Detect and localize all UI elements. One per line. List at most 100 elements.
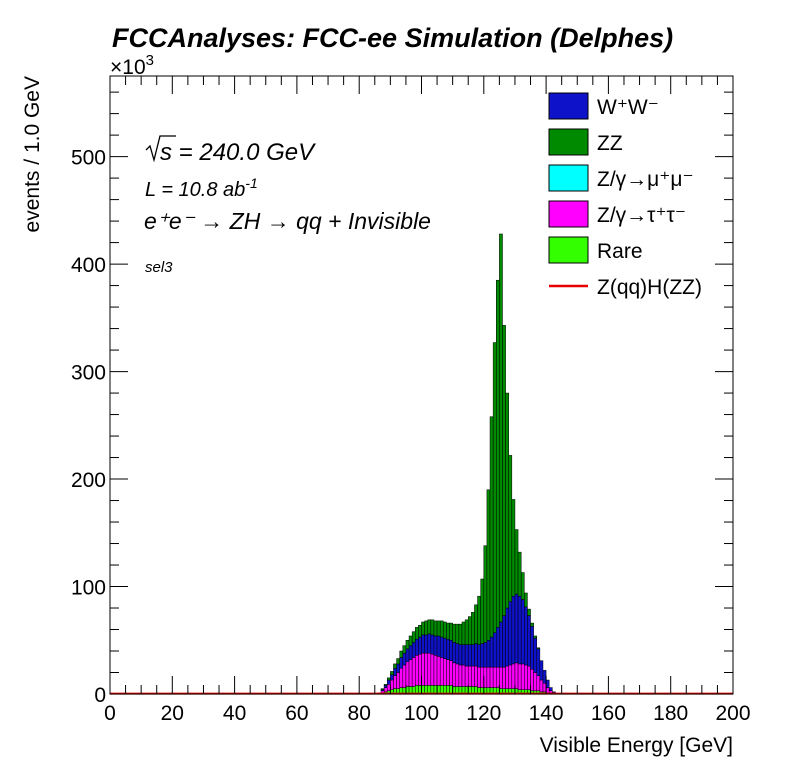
bin-ztautau <box>505 665 509 689</box>
bin-ztautau <box>486 666 491 688</box>
x-tick-label: 140 <box>529 702 564 725</box>
bin-ztautau <box>383 687 388 693</box>
y-multiplier-exponent: 3 <box>146 52 154 69</box>
bin-zz <box>496 279 500 628</box>
bin-zz <box>455 623 460 644</box>
bin-zz <box>471 612 475 645</box>
legend-swatch <box>548 92 589 120</box>
bin-zz <box>489 416 494 638</box>
bin-ww <box>514 593 519 664</box>
bin-ztautau <box>436 656 441 686</box>
bin-zz <box>477 595 481 645</box>
bin-ww <box>449 640 453 661</box>
bin-ww <box>436 635 441 657</box>
bin-ww <box>393 667 397 676</box>
bin-ww <box>455 643 460 665</box>
stacked-histogram <box>377 233 556 695</box>
bin-ww <box>492 632 497 668</box>
x-tick-label: 120 <box>466 702 501 725</box>
bin-ww <box>383 685 388 688</box>
y-tick-label: 300 <box>71 362 106 385</box>
bin-ww <box>452 642 457 664</box>
bin-ww <box>411 642 416 658</box>
legend-swatch <box>548 200 589 228</box>
legend-entry-signal: Z(qq)H(ZZ) <box>549 276 702 299</box>
bin-zz <box>524 592 528 608</box>
bin-ztautau <box>461 664 466 687</box>
bin-zz <box>530 622 534 627</box>
bin-ww <box>508 601 513 666</box>
bin-zz <box>390 671 394 675</box>
bin-ztautau <box>380 690 385 694</box>
x-tick-label: 200 <box>715 702 750 725</box>
bin-zz <box>480 578 485 644</box>
legend-entry-rare: Rare <box>548 236 643 264</box>
bin-zz <box>399 650 404 658</box>
bin-ww <box>480 643 485 668</box>
bin-ww <box>533 637 538 673</box>
bin-ztautau <box>411 657 416 687</box>
y-axis-title: events / 1.0 GeV <box>21 76 44 232</box>
legend-swatch <box>548 236 589 264</box>
x-tick-label: 20 <box>161 702 184 725</box>
bin-ww <box>443 637 447 659</box>
bin-ww <box>520 599 525 665</box>
bin-zz <box>439 620 444 638</box>
bin-ztautau <box>471 665 475 687</box>
bin-ztautau <box>514 662 519 689</box>
x-tick-label: 160 <box>591 702 626 725</box>
bin-ztautau <box>467 665 472 687</box>
y-tick-label: 100 <box>71 577 106 600</box>
bin-ztautau <box>533 672 538 692</box>
bin-ztautau <box>508 664 513 689</box>
bin-ww <box>430 634 435 655</box>
bin-ww <box>530 626 534 670</box>
bin-ztautau <box>443 658 447 686</box>
process-annotation: e⁺e⁻ → ZH → qq + Invisible <box>144 208 431 234</box>
bin-ztautau <box>496 666 500 688</box>
bin-ww <box>524 606 528 666</box>
bin-zz <box>436 620 441 637</box>
bin-ztautau <box>520 663 525 690</box>
bin-ww <box>399 657 404 669</box>
bin-zz <box>415 627 419 640</box>
bin-zz <box>505 392 509 609</box>
sqrt-symbol <box>145 135 176 163</box>
x-tick-label: 100 <box>404 702 439 725</box>
bin-zz <box>405 640 410 650</box>
bin-ztautau <box>396 672 400 689</box>
bin-ztautau <box>474 665 478 687</box>
bin-zz <box>464 619 469 645</box>
bin-ww <box>536 648 541 676</box>
sqrt-s-prefix: s <box>160 139 172 166</box>
y-tick-label: 200 <box>71 469 106 492</box>
svg-text:s = 240.0 GeV: s = 240.0 GeV <box>160 139 316 166</box>
bin-ztautau <box>427 652 432 686</box>
bin-ztautau <box>430 653 435 686</box>
legend-label: Z(qq)H(ZZ) <box>597 276 702 299</box>
bin-zz <box>433 620 438 637</box>
bin-ztautau <box>393 675 397 689</box>
bin-zz <box>430 619 435 636</box>
legend-label: Rare <box>597 240 643 263</box>
bin-ww <box>386 679 391 685</box>
bin-ww <box>502 615 506 668</box>
bin-zz <box>458 623 463 645</box>
x-tick-label: 80 <box>348 702 371 725</box>
bin-ww <box>489 636 494 668</box>
bin-zz <box>514 529 519 595</box>
bin-ztautau <box>439 657 444 686</box>
bin-zz <box>402 645 407 654</box>
bin-zz <box>536 647 541 650</box>
y-multiplier-label: ×103 <box>110 52 154 79</box>
bin-ww <box>548 687 553 692</box>
legend-label: Z/γ→τ⁺τ⁻ <box>597 204 686 227</box>
bin-zz <box>393 663 397 669</box>
bin-zz <box>449 622 453 641</box>
bin-ww <box>433 635 438 656</box>
bin-ztautau <box>548 690 553 694</box>
bin-zz <box>520 572 525 600</box>
bin-ztautau <box>405 661 410 687</box>
sqrt-s-value: = 240.0 GeV <box>172 139 316 166</box>
legend-label: Z/γ→μ⁺μ⁻ <box>597 168 694 191</box>
